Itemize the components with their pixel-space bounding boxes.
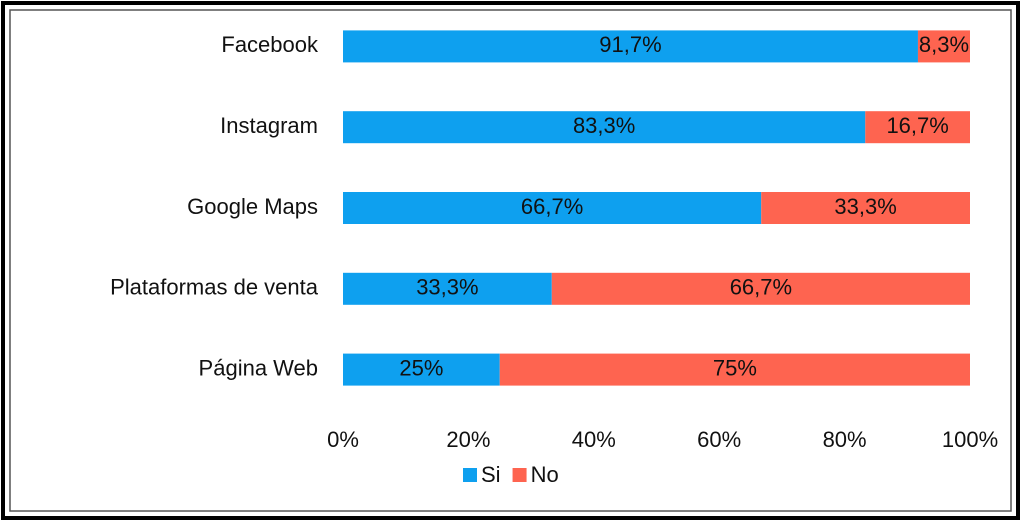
value-label: 75%	[713, 355, 757, 380]
x-tick-label: 60%	[697, 427, 741, 452]
bar-segment	[343, 353, 500, 386]
x-tick-label: 100%	[942, 427, 998, 452]
value-label: 33,3%	[416, 275, 478, 300]
legend-swatch	[512, 468, 527, 482]
bar-segment	[343, 272, 552, 305]
x-tick-label: 40%	[572, 427, 616, 452]
bar-segment	[343, 192, 762, 224]
category-label: Google Maps	[187, 194, 318, 219]
x-tick-label: 0%	[327, 427, 359, 452]
legend-swatch	[463, 468, 477, 482]
value-label: 91,7%	[599, 32, 661, 57]
category-label: Plataformas de venta	[110, 275, 319, 300]
bar-segment	[917, 30, 970, 63]
value-label: 8,3%	[919, 32, 969, 57]
value-label: 33,3%	[834, 194, 896, 219]
bar-segment	[865, 111, 970, 144]
bar-segment	[343, 111, 866, 144]
bar-segment	[499, 353, 970, 386]
bar-segment	[551, 272, 970, 305]
value-label: 25%	[399, 355, 443, 380]
x-tick-label: 20%	[446, 427, 490, 452]
inner-frame	[9, 9, 1012, 512]
bar-segment	[343, 30, 918, 63]
category-label: Instagram	[220, 113, 318, 138]
value-label: 66,7%	[521, 194, 583, 219]
value-label: 83,3%	[573, 113, 635, 138]
value-label: 66,7%	[730, 275, 792, 300]
x-tick-label: 80%	[823, 427, 867, 452]
bar-segment	[761, 192, 970, 224]
value-label: 16,7%	[886, 113, 948, 138]
legend-label: No	[531, 462, 559, 487]
legend-label: Si	[481, 462, 501, 487]
category-label: Página Web	[199, 355, 318, 380]
category-label: Facebook	[221, 32, 319, 57]
